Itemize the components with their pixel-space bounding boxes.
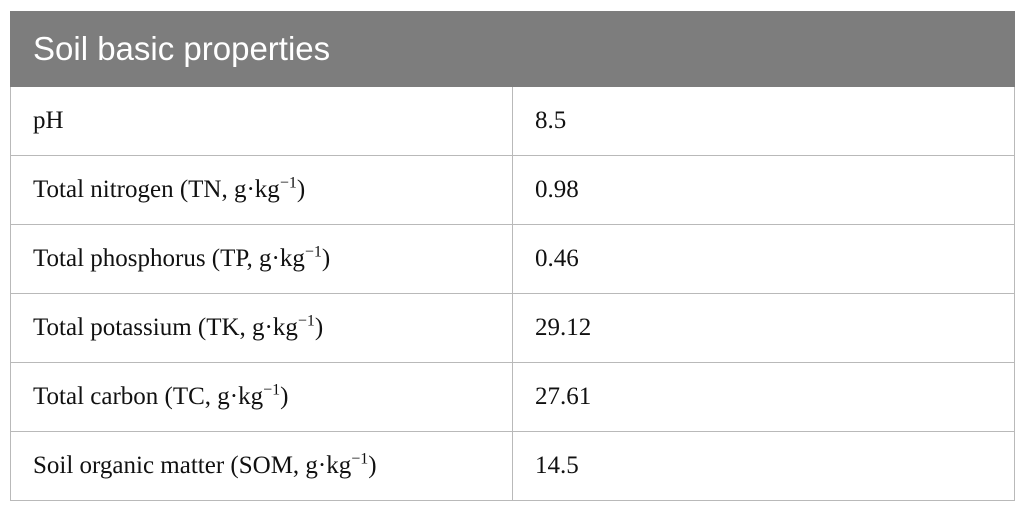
property-cell: Soil organic matter (SOM, g·kg−1) xyxy=(10,431,513,501)
property-label: pH xyxy=(33,107,64,134)
value-cell: 14.5 xyxy=(512,431,1015,501)
property-label: Total carbon (TC, g·kg xyxy=(33,383,264,410)
unit-close: ) xyxy=(314,314,324,341)
soil-properties-table-container: Soil basic properties pH 8.5 Total nitro… xyxy=(10,11,1015,501)
unit-exponent: −1 xyxy=(351,450,369,468)
table-row: Total nitrogen (TN, g·kg−1) 0.98 xyxy=(10,155,1015,225)
value-cell: 8.5 xyxy=(512,86,1015,156)
table-row: Total phosphorus (TP, g·kg−1) 0.46 xyxy=(10,224,1015,294)
unit-exponent: −1 xyxy=(263,381,281,399)
value-cell: 27.61 xyxy=(512,362,1015,432)
unit-close: ) xyxy=(280,383,289,410)
table-row: Soil organic matter (SOM, g·kg−1) 14.5 xyxy=(10,431,1015,501)
soil-properties-table: Soil basic properties pH 8.5 Total nitro… xyxy=(10,11,1015,501)
property-cell: Total potassium (TK, g·kg−1) xyxy=(10,293,513,363)
value-cell: 0.98 xyxy=(512,155,1015,225)
property-cell: pH xyxy=(10,86,513,156)
property-label: Total nitrogen (TN, g·kg xyxy=(33,176,280,203)
table-row: Total potassium (TK, g·kg−1) 29.12 xyxy=(10,293,1015,363)
property-cell: Total carbon (TC, g·kg−1) xyxy=(10,362,513,432)
table-row: pH 8.5 xyxy=(10,86,1015,156)
property-cell: Total nitrogen (TN, g·kg−1) xyxy=(10,155,513,225)
property-label: Total potassium (TK, g·kg xyxy=(33,314,298,341)
table-row: Total carbon (TC, g·kg−1) 27.61 xyxy=(10,362,1015,432)
property-cell: Total phosphorus (TP, g·kg−1) xyxy=(10,224,513,294)
unit-exponent: −1 xyxy=(304,243,322,261)
unit-exponent: −1 xyxy=(279,174,297,192)
table-header-row: Soil basic properties xyxy=(10,11,1015,87)
unit-exponent: −1 xyxy=(297,312,315,330)
table-header: Soil basic properties xyxy=(10,11,1015,87)
value-cell: 29.12 xyxy=(512,293,1015,363)
unit-close: ) xyxy=(368,452,377,479)
property-label: Soil organic matter (SOM, g·kg xyxy=(33,452,352,479)
unit-close: ) xyxy=(296,176,306,203)
unit-close: ) xyxy=(321,245,331,272)
value-cell: 0.46 xyxy=(512,224,1015,294)
property-label: Total phosphorus (TP, g·kg xyxy=(33,245,305,272)
